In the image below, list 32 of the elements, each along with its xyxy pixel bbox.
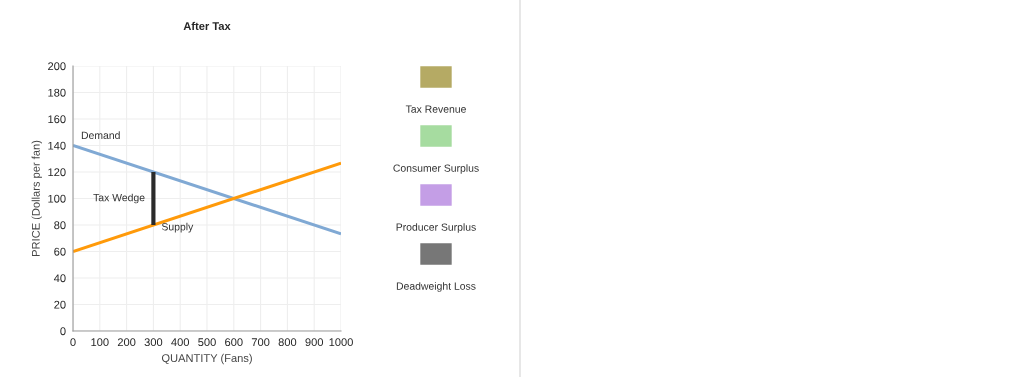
x-tick-label: 900	[305, 338, 324, 347]
x-tick-label: 1000	[329, 338, 353, 347]
y-tick-label: 120	[48, 168, 66, 177]
y-tick-label: 100	[48, 194, 66, 203]
chart-title: After Tax	[183, 21, 231, 30]
x-tick-label: 400	[171, 338, 190, 347]
x-tick-label: 100	[91, 338, 109, 347]
x-tick-label: 700	[251, 338, 270, 347]
y-tick-label: 200	[48, 62, 66, 71]
y-tick-label: 80	[54, 221, 66, 230]
x-tick-label: 600	[225, 338, 243, 347]
y-tick-label: 140	[48, 141, 66, 150]
text: Producer Surplus	[396, 223, 476, 233]
text: Tax Revenue	[405, 105, 466, 113]
x-tick-label: 0	[70, 338, 76, 347]
x-axis-title: QUANTITY (Fans)	[161, 353, 252, 365]
annotation: Supply	[161, 222, 194, 233]
x-tick-label: 800	[278, 338, 297, 347]
y-tick-label: 160	[48, 115, 66, 124]
y-tick-label: 40	[53, 274, 66, 283]
y-tick-label: 0	[60, 327, 66, 336]
x-tick-label: 300	[144, 338, 163, 347]
x-tick-label: 500	[198, 338, 216, 347]
annotation: Demand	[81, 131, 120, 140]
y-tick-label: 60	[54, 247, 66, 256]
y-axis-title: PRICE (Dollars per fan)	[31, 140, 42, 256]
text: Deadweight Loss	[396, 282, 476, 292]
annotation: Tax Wedge	[93, 193, 145, 204]
x-tick-label: 200	[117, 338, 136, 347]
y-tick-label: 180	[48, 88, 66, 97]
text: Consumer Surplus	[393, 164, 479, 174]
y-tick-label: 20	[54, 300, 66, 309]
